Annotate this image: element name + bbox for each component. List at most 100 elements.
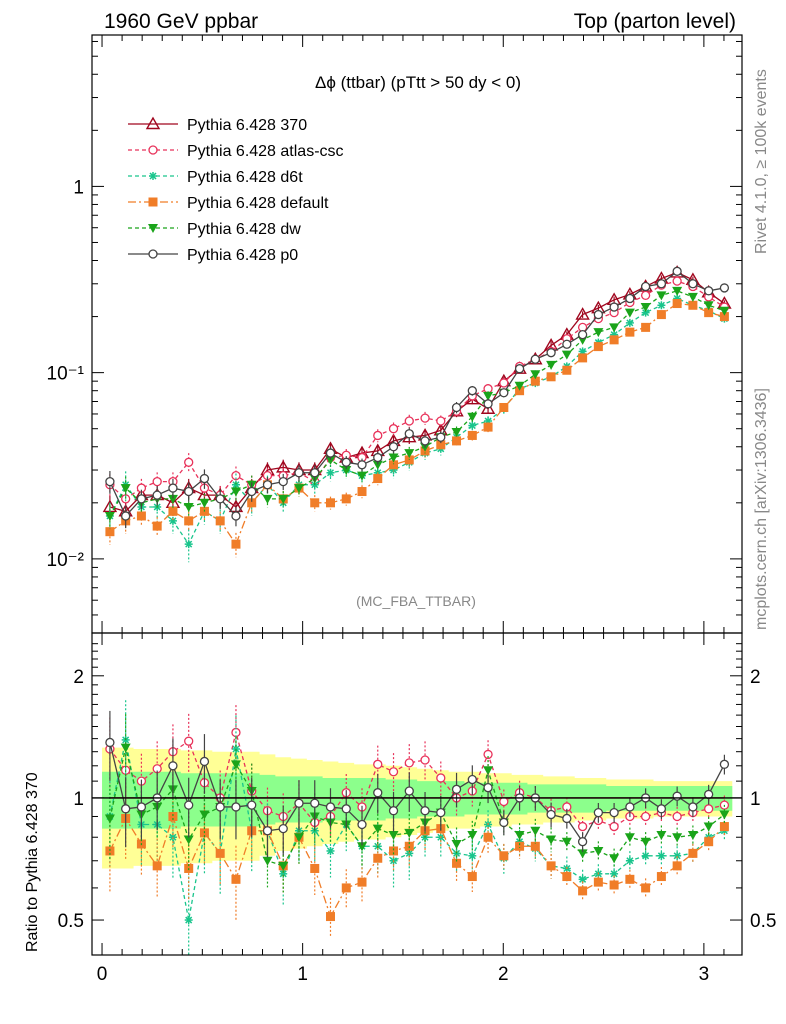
ratio-point [546, 861, 556, 871]
ratio-point [404, 828, 415, 838]
ratio-point [687, 831, 698, 841]
ratio-line [109, 814, 725, 919]
ratio-y-tick-label: 2 [73, 667, 84, 688]
data-point [609, 335, 619, 345]
legend-marker [145, 116, 161, 130]
ratio-point [451, 839, 462, 849]
data-point [530, 370, 541, 380]
data-point [483, 391, 494, 401]
data-point [278, 494, 289, 504]
data-point [341, 457, 351, 467]
ratio-point [593, 846, 604, 856]
data-point [687, 292, 698, 302]
data-point [168, 506, 178, 516]
legend-marker [148, 145, 158, 155]
ratio-point [183, 835, 194, 845]
data-point [530, 354, 540, 364]
ratio-point [577, 837, 588, 847]
data-point [152, 490, 162, 500]
data-point [656, 279, 667, 289]
ratio-point [704, 789, 714, 800]
ratio-point [561, 837, 572, 847]
legend-item-p0: Pythia 6.428 p0 [128, 247, 298, 264]
data-point [136, 511, 146, 521]
ratio-point [168, 761, 178, 771]
ratio-point [373, 853, 383, 863]
ratio-point [373, 759, 383, 769]
ratio-point [672, 811, 682, 822]
ratio-point [436, 773, 446, 783]
ratio-line [109, 747, 725, 867]
data-point [672, 276, 682, 286]
data-point [420, 413, 430, 423]
ratio-point [199, 810, 210, 820]
data-point [656, 310, 666, 320]
legend-item-dw: Pythia 6.428 dw [128, 221, 301, 238]
data-point [357, 487, 367, 497]
series-atlas [105, 276, 730, 512]
ratio-series-p0 [105, 710, 730, 858]
ratio-point [230, 760, 241, 770]
data-point [703, 301, 714, 311]
ratio-point [199, 756, 210, 767]
data-point [373, 452, 383, 463]
data-point [561, 350, 572, 360]
data-point [325, 448, 336, 458]
data-point [578, 353, 588, 363]
series-line [109, 302, 725, 546]
ratio-point [514, 831, 525, 841]
data-point [468, 421, 477, 430]
ratio-point [420, 755, 430, 765]
legend-label: Pythia 6.428 atlas-csc [187, 143, 344, 160]
data-point [562, 339, 572, 349]
ratio-point [310, 863, 320, 873]
ratio-point [468, 851, 477, 860]
ratio-point [530, 826, 541, 836]
ratio-point [546, 809, 556, 820]
series-p0 [105, 266, 730, 529]
x-tick-label: 2 [498, 964, 509, 985]
legend-item-default: Pythia 6.428 default [128, 195, 329, 212]
ratio-point [577, 849, 588, 859]
ratio-point [467, 872, 477, 882]
data-point [183, 502, 194, 512]
ratio-point [499, 851, 509, 861]
legend-item-atlas: Pythia 6.428 atlas-csc [128, 143, 344, 160]
data-point [624, 308, 635, 318]
data-point [688, 300, 698, 310]
ratio-point [325, 912, 335, 922]
data-point [625, 293, 635, 304]
data-point [704, 286, 714, 296]
ratio-point [357, 842, 368, 852]
ratio-point [625, 874, 635, 884]
data-point [483, 422, 493, 432]
data-point [215, 494, 225, 504]
mcplots-label: mcplots.cern.ch [arXiv:1306.3436] [753, 388, 770, 630]
ratio-point [672, 791, 682, 801]
data-point [184, 486, 194, 497]
data-point [514, 364, 525, 374]
data-point [609, 302, 619, 312]
ratio-point [483, 832, 493, 842]
data-point [325, 455, 336, 465]
x-tick-label: 1 [297, 964, 308, 985]
data-point [546, 372, 556, 382]
data-point [121, 511, 131, 521]
rivet-label: Rivet 4.1.0, ≥ 100k events [753, 69, 770, 254]
ratio-point [136, 802, 147, 812]
ratio-point [247, 800, 257, 810]
data-point [310, 498, 320, 508]
data-point [152, 521, 162, 531]
data-point [389, 460, 399, 470]
data-point [404, 455, 414, 465]
x-tick-label: 3 [699, 964, 710, 985]
data-point [373, 430, 383, 441]
y-tick-label: 1 [73, 177, 84, 198]
ratio-y-tick-label-right: 1 [750, 789, 761, 810]
data-point [341, 494, 351, 504]
ratio-point [184, 800, 194, 810]
ratio-point [562, 813, 572, 824]
data-point [467, 412, 478, 422]
data-point [372, 460, 383, 470]
